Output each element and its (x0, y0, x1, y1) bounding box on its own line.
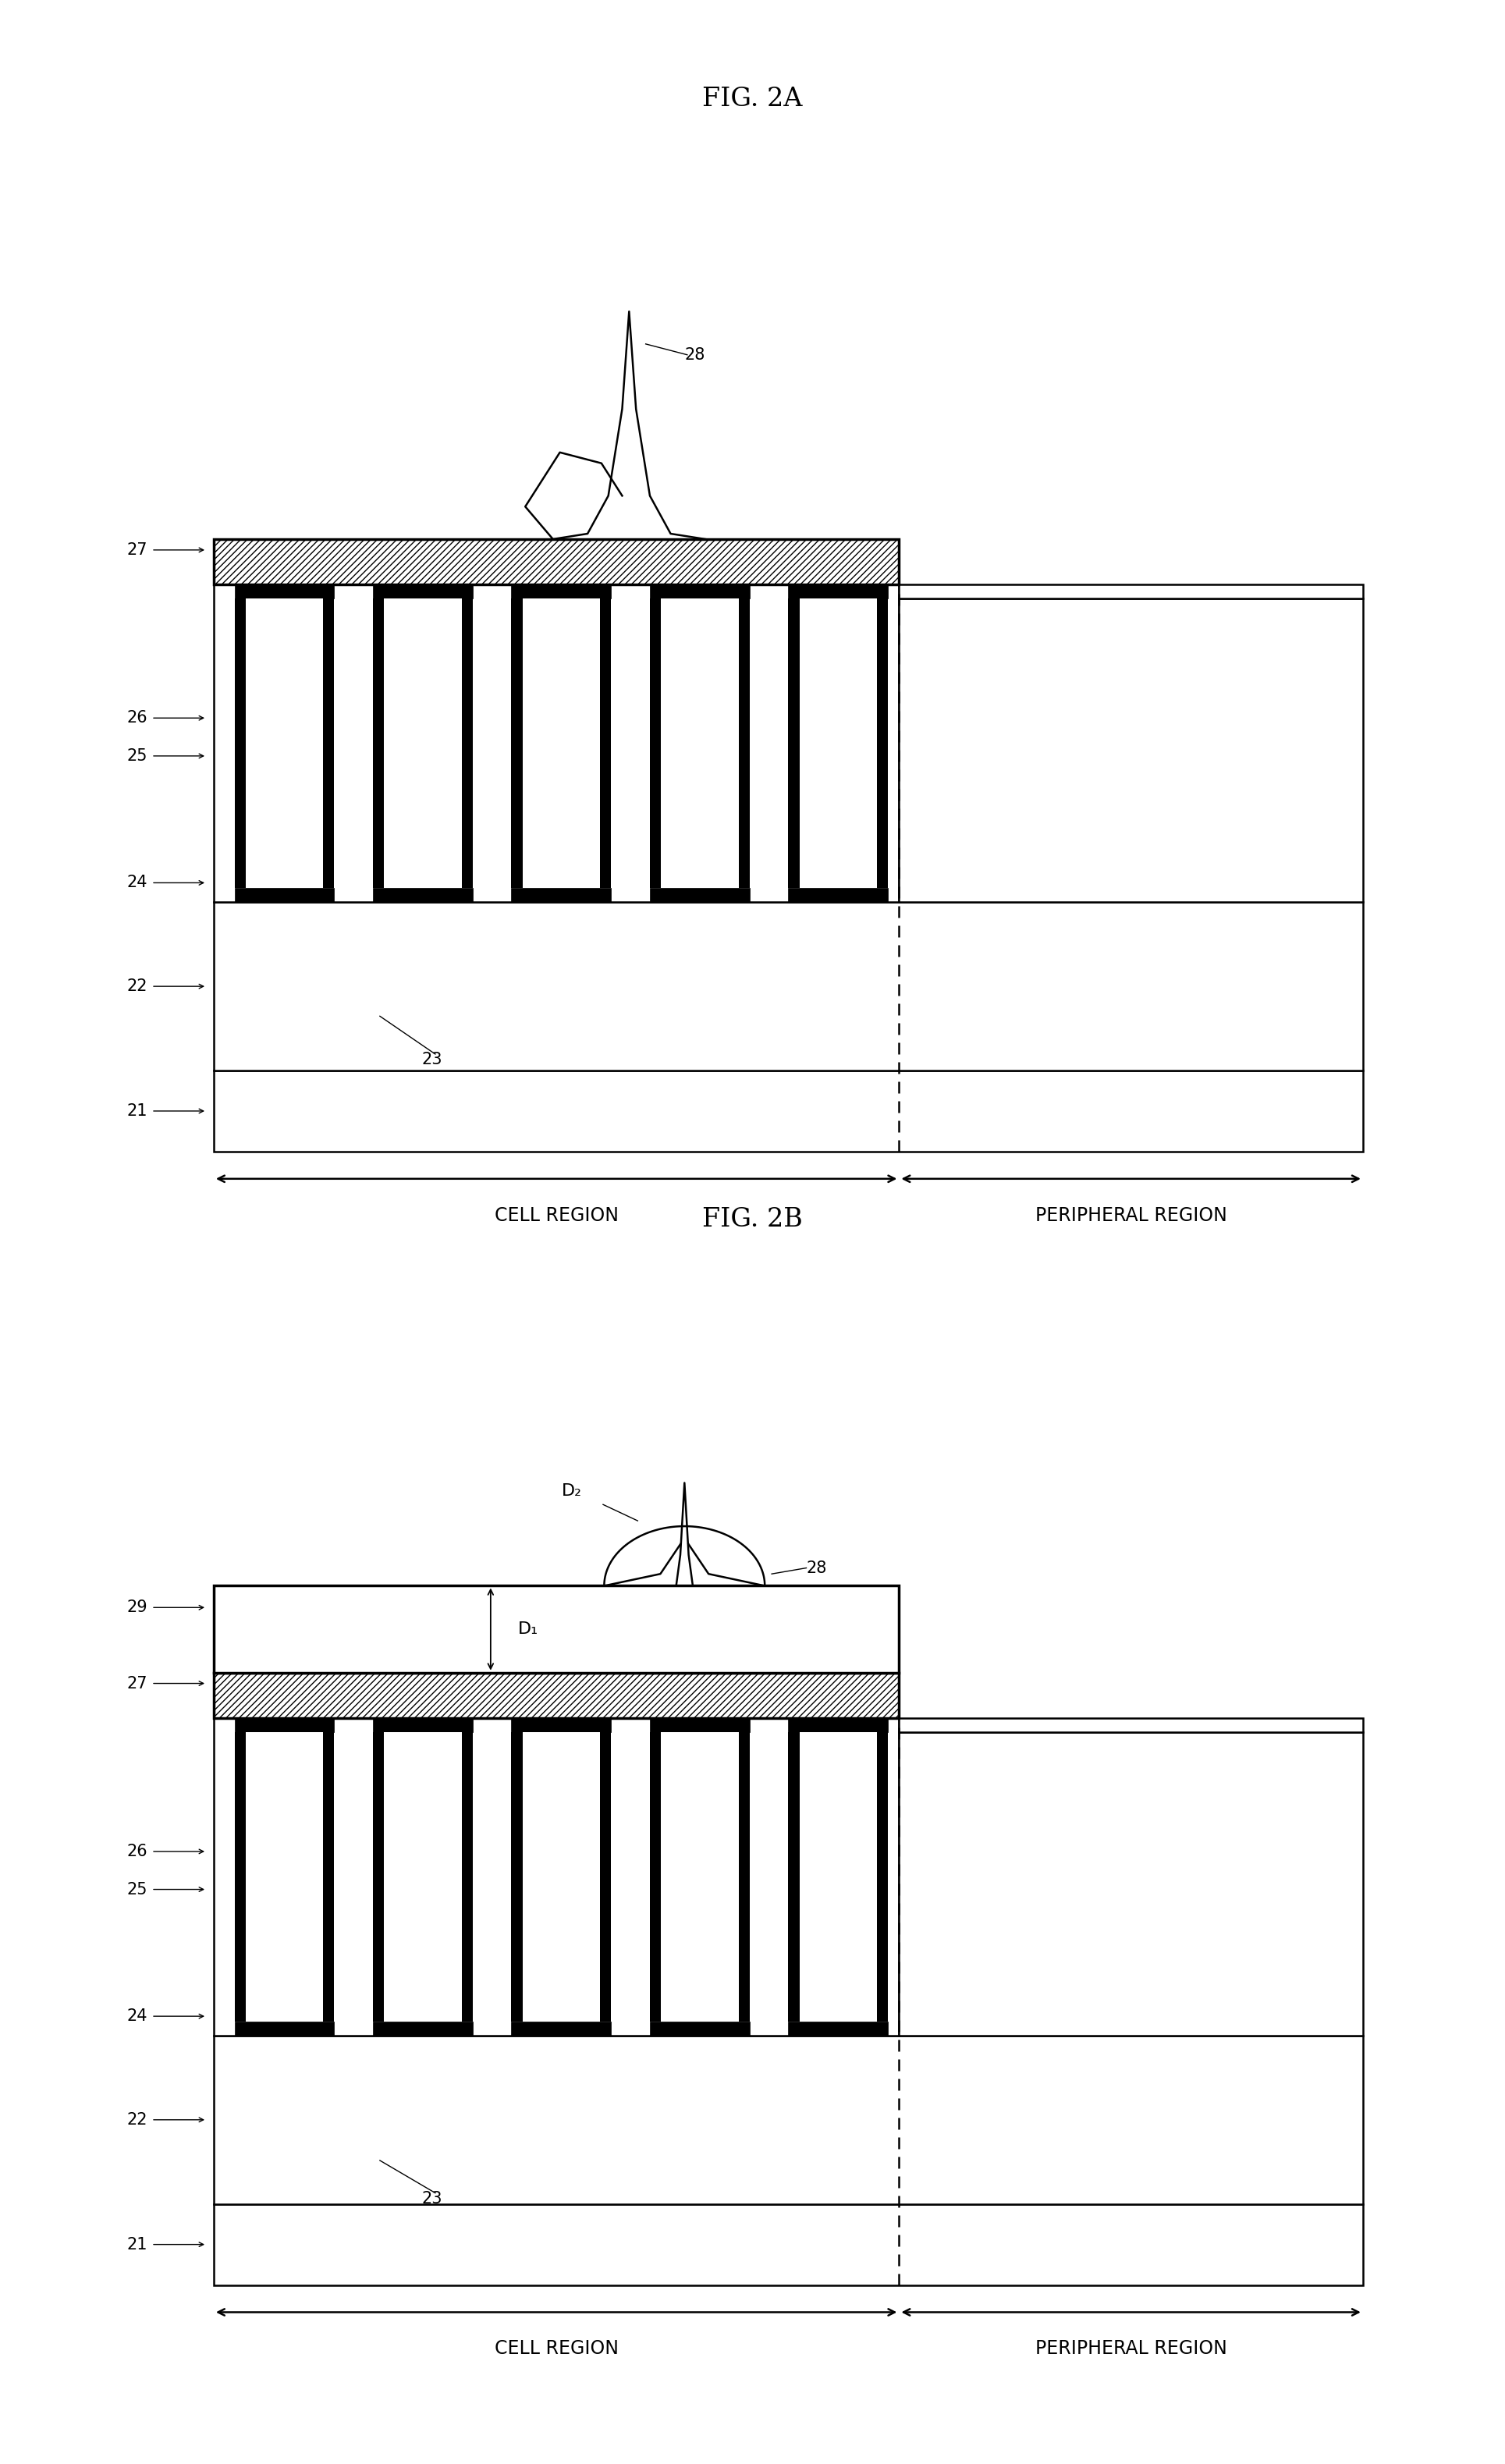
Bar (235, 887, 334, 902)
Text: FIG. 2A: FIG. 2A (703, 86, 802, 111)
Bar (214, 902, 1364, 1069)
Text: 28: 28 (685, 347, 704, 362)
Bar (324, 1732, 334, 2020)
Bar (789, 599, 799, 887)
Bar (214, 584, 898, 902)
Bar (650, 887, 749, 902)
Bar (214, 2203, 1364, 2284)
Bar (522, 1732, 600, 2020)
Text: 25: 25 (126, 1882, 147, 1897)
Bar (214, 2035, 1364, 2203)
Bar (739, 599, 749, 887)
Bar (245, 599, 324, 887)
Text: 24: 24 (126, 875, 147, 890)
Bar (512, 599, 522, 887)
Bar (462, 1732, 473, 2020)
Bar (512, 1717, 611, 1732)
Bar (373, 887, 473, 902)
Bar (512, 887, 611, 902)
Text: 26: 26 (126, 1843, 147, 1860)
Bar (214, 540, 898, 902)
Bar (373, 1717, 473, 1732)
Text: 22: 22 (126, 978, 147, 993)
Text: 29: 29 (126, 1599, 147, 1616)
Bar (235, 1717, 334, 1732)
Bar (235, 2020, 334, 2035)
Text: 28: 28 (807, 1560, 826, 1577)
Bar (789, 1717, 888, 1732)
Bar (898, 1717, 1364, 1732)
Bar (462, 599, 473, 887)
Bar (799, 599, 877, 887)
Text: 27: 27 (126, 1676, 147, 1690)
Bar (512, 584, 611, 599)
Text: 25: 25 (126, 749, 147, 764)
Bar (789, 584, 888, 599)
Bar (235, 584, 334, 599)
Bar (600, 599, 611, 887)
Bar (373, 1732, 384, 2020)
Text: PERIPHERAL REGION: PERIPHERAL REGION (1035, 2338, 1227, 2358)
Text: 22: 22 (126, 2112, 147, 2126)
Text: 26: 26 (126, 710, 147, 727)
Text: 27: 27 (126, 542, 147, 557)
Bar (739, 1732, 749, 2020)
Bar (522, 599, 600, 887)
Bar (214, 1673, 898, 1717)
Bar (384, 599, 462, 887)
Text: FIG. 2B: FIG. 2B (703, 1207, 802, 1232)
Bar (877, 1732, 888, 2020)
Bar (214, 1717, 898, 2035)
Bar (898, 1732, 1364, 2035)
Bar (214, 599, 898, 902)
Bar (799, 1732, 877, 2020)
Text: 24: 24 (126, 2008, 147, 2023)
Text: D₁: D₁ (518, 1621, 539, 1636)
Text: PERIPHERAL REGION: PERIPHERAL REGION (1035, 1205, 1227, 1225)
Bar (898, 599, 1364, 902)
Bar (650, 2020, 749, 2035)
Bar (214, 1069, 1364, 1151)
Bar (650, 599, 661, 887)
Bar (214, 540, 898, 584)
Bar (235, 1732, 245, 2020)
Bar (877, 599, 888, 887)
Text: CELL REGION: CELL REGION (494, 2338, 619, 2358)
Bar (898, 584, 1364, 599)
Text: 21: 21 (126, 2237, 147, 2252)
Bar (214, 1587, 898, 1673)
Bar (245, 1732, 324, 2020)
Bar (789, 887, 888, 902)
Bar (650, 1732, 661, 2020)
Bar (384, 1732, 462, 2020)
Bar (650, 1717, 749, 1732)
Bar (373, 2020, 473, 2035)
Text: CELL REGION: CELL REGION (494, 1205, 619, 1225)
Text: 23: 23 (421, 1052, 442, 1067)
Bar (661, 1732, 739, 2020)
Text: 23: 23 (421, 2190, 442, 2205)
Bar (661, 599, 739, 887)
Bar (235, 599, 245, 887)
Text: D₂: D₂ (561, 1483, 582, 1498)
Bar (373, 599, 384, 887)
Bar (789, 2020, 888, 2035)
Bar (324, 599, 334, 887)
Bar (512, 1732, 522, 2020)
Bar (600, 1732, 611, 2020)
Bar (214, 1673, 898, 2035)
Text: 21: 21 (126, 1104, 147, 1119)
Bar (214, 1732, 898, 2035)
Bar (512, 2020, 611, 2035)
Bar (789, 1732, 799, 2020)
Bar (650, 584, 749, 599)
Bar (373, 584, 473, 599)
